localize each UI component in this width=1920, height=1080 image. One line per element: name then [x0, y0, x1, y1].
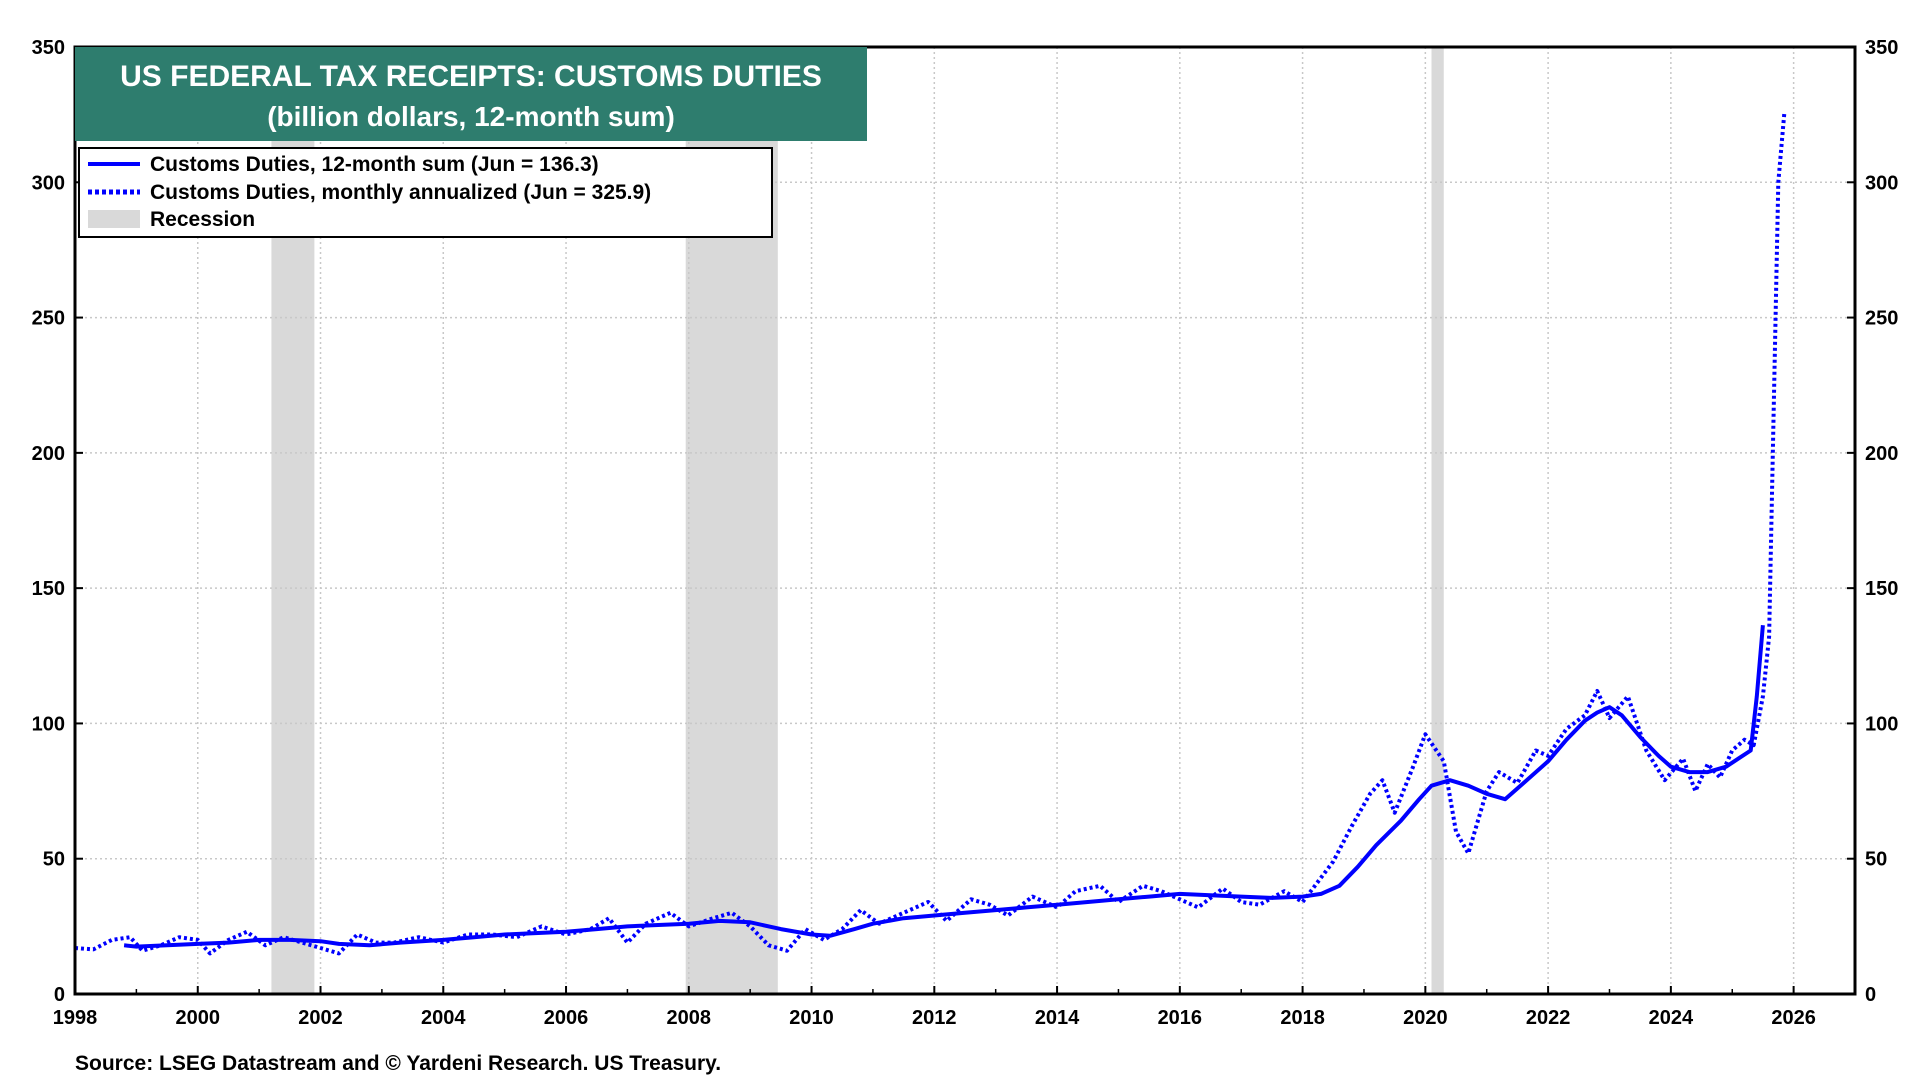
x-tick-label-2022: 2022 [1526, 1007, 1571, 1029]
series-layer [74, 112, 1787, 956]
legend-label-recession: Recession [150, 208, 255, 231]
y-tick-label-left-300: 300 [32, 172, 65, 194]
y-tick-label-left-50: 50 [43, 849, 65, 871]
y-tick-label-left-250: 250 [32, 308, 65, 330]
y-tick-label-right-350: 350 [1865, 37, 1898, 59]
title-background [75, 47, 867, 141]
chart-subtitle: (billion dollars, 12-month sum) [267, 101, 675, 132]
x-tick-label-2020: 2020 [1403, 1007, 1448, 1029]
y-tick-label-right-250: 250 [1865, 308, 1898, 330]
x-tick-label-2010: 2010 [789, 1007, 834, 1029]
x-tick-label-2014: 2014 [1035, 1007, 1080, 1029]
recession-band-2 [1431, 47, 1444, 994]
plot-frame [73, 45, 1857, 996]
y-tick-label-left-100: 100 [32, 713, 65, 735]
series-line-monthly-annualized [74, 112, 1787, 956]
chart-title: US FEDERAL TAX RECEIPTS: CUSTOMS DUTIES [120, 60, 822, 93]
x-tick-label-2024: 2024 [1649, 1007, 1694, 1029]
x-tick-label-1998: 1998 [53, 1007, 98, 1029]
x-tick-label-2016: 2016 [1158, 1007, 1203, 1029]
y-tick-label-right-150: 150 [1865, 578, 1898, 600]
source-note: Source: LSEG Datastream and © Yardeni Re… [75, 1052, 721, 1075]
legend-label-monthly-annualized: Customs Duties, monthly annualized (Jun … [150, 181, 651, 204]
legend-box [78, 147, 773, 238]
y-tick-label-right-300: 300 [1865, 172, 1898, 194]
y-tick-label-left-200: 200 [32, 443, 65, 465]
title-box: US FEDERAL TAX RECEIPTS: CUSTOMS DUTIES … [75, 47, 867, 141]
y-tick-label-left-350: 350 [32, 37, 65, 59]
y-tick-label-left-0: 0 [54, 984, 65, 1006]
x-tick-label-2008: 2008 [667, 1007, 712, 1029]
x-tick-label-2006: 2006 [544, 1007, 589, 1029]
x-tick-label-2000: 2000 [176, 1007, 221, 1029]
x-tick-label-2012: 2012 [912, 1007, 957, 1029]
x-tick-label-2002: 2002 [298, 1007, 343, 1029]
x-tick-label-2018: 2018 [1280, 1007, 1325, 1029]
gridlines [75, 47, 1855, 994]
y-tick-label-right-0: 0 [1865, 984, 1876, 1006]
y-tick-label-right-50: 50 [1865, 849, 1887, 871]
x-tick-label-2004: 2004 [421, 1007, 466, 1029]
axis-ticks: 0 0 50 50 100 100 150 150 200 200 250 250 300 300 350 3… [32, 37, 1899, 1029]
y-tick-label-right-200: 200 [1865, 443, 1898, 465]
y-tick-label-left-150: 150 [32, 578, 65, 600]
y-tick-label-right-100: 100 [1865, 713, 1898, 735]
legend: Customs Duties, 12-month sum (Jun = 136.… [78, 147, 773, 238]
x-tick-label-2026: 2026 [1771, 1007, 1816, 1029]
legend-swatch-recession [88, 210, 140, 228]
legend-label-12-month-sum: Customs Duties, 12-month sum (Jun = 136.… [150, 153, 599, 176]
